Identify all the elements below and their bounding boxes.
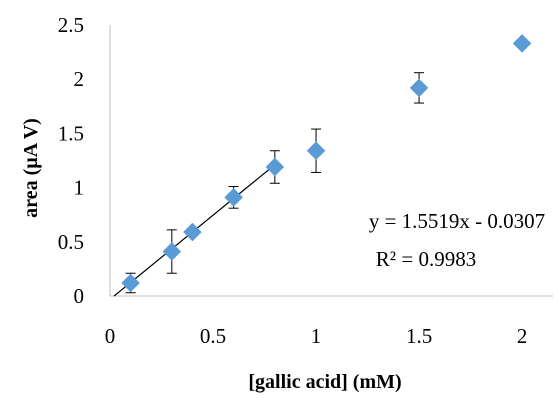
x-tick-label: 0 xyxy=(105,324,116,348)
x-axis: 0 0.5 1 1.5 2 xyxy=(105,295,553,348)
data-point xyxy=(224,188,243,207)
trendline-equation: y = 1.5519x - 0.0307 xyxy=(369,209,545,233)
x-tick-label: 2 xyxy=(517,324,528,348)
data-point xyxy=(162,242,182,261)
y-axis: 0 0.5 1 1.5 2 2.5 xyxy=(58,13,111,308)
data-point xyxy=(265,157,285,177)
x-tick-label: 0.5 xyxy=(200,324,226,348)
y-tick-label: 0.5 xyxy=(58,230,84,254)
y-tick-label: 1.5 xyxy=(58,121,84,145)
x-axis-title: [gallic acid] (mM) xyxy=(248,371,401,393)
data-point xyxy=(409,78,429,98)
y-tick-label: 2.5 xyxy=(58,13,84,37)
data-point xyxy=(306,141,326,161)
x-tick-label: 1.5 xyxy=(406,324,432,348)
marker-layer xyxy=(121,34,532,293)
y-tick-label: 1 xyxy=(74,176,85,200)
y-tick-label: 0 xyxy=(74,284,85,308)
data-point xyxy=(183,222,202,242)
y-axis-title: area (µA V) xyxy=(20,118,42,218)
x-tick-label: 1 xyxy=(311,324,322,348)
r-squared-label: R² = 0.9983 xyxy=(376,247,476,271)
data-point xyxy=(121,273,140,293)
y-tick-label: 2 xyxy=(74,67,85,91)
data-point xyxy=(512,34,532,53)
